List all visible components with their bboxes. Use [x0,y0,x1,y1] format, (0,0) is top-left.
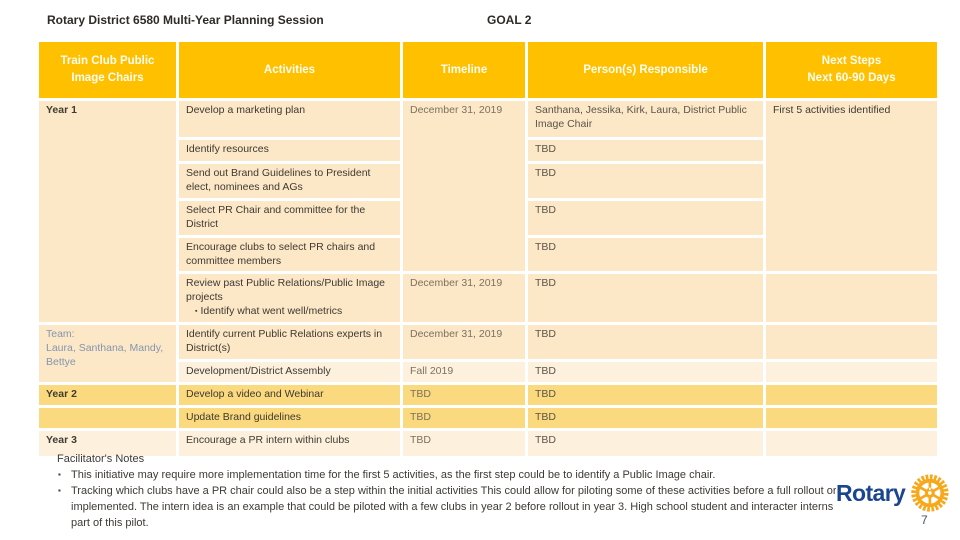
table-header-row: Train Club Public Image Chairs Activitie… [39,42,937,98]
activity-sub-text: Identify what went well/metrics [200,305,343,318]
facilitator-notes: Facilitator's Notes This initiative may … [57,451,907,531]
col-header-timeline: Timeline [403,42,525,98]
cell-team: Team: Laura, Santhana, Mandy, Bettye [39,325,176,382]
cell-responsible: TBD [528,140,763,161]
table-row: Development/District Assembly Fall 2019 … [39,362,937,382]
bullet-square-icon: ▪ [195,308,198,316]
rotary-wordmark: Rotary [836,479,906,506]
table-row: Year 3 Encourage a PR intern within club… [39,430,937,456]
cell-activity: Send out Brand Guidelines to President e… [179,164,400,198]
planning-table: Train Club Public Image Chairs Activitie… [36,39,940,459]
cell-activity: Encourage a PR intern within clubs [179,430,400,456]
notes-bullet: Tracking which clubs have a PR chair cou… [57,483,907,531]
table-row: Select PR Chair and committee for the Di… [39,201,937,235]
cell-responsible: Santhana, Jessika, Kirk, Laura, District… [528,101,763,137]
cell-timeline: December 31, 2019 [403,274,525,323]
cell-next-steps [766,362,937,382]
cell-activity: Review past Public Relations/Public Imag… [179,274,400,323]
table-row: Team: Laura, Santhana, Mandy, Bettye Ide… [39,325,937,382]
cell-activity: Development/District Assembly [179,362,400,382]
page-number: 7 [921,513,928,527]
col-header-next-steps: Next Steps Next 60-90 Days [766,42,937,98]
cell-year-1: Year 1 [39,101,176,323]
table-row: Update Brand guidelines TBD TBD [39,407,937,428]
cell-responsible: TBD [528,164,763,198]
col-header-activities: Activities [179,42,400,98]
cell-next-steps [766,325,937,360]
cell-responsible: TBD [528,237,763,272]
cell-activity: Develop a marketing plan [179,101,400,137]
cell-timeline: December 31, 2019 [403,101,525,272]
cell-next-steps [766,430,937,456]
cell-activity: Identify current Public Relations expert… [179,325,400,360]
col-header-train-club-public-image-chairs: Train Club Public Image Chairs [39,42,176,98]
cell-next-steps [766,407,937,428]
cell-timeline: TBD [403,430,525,456]
cell-activity: Select PR Chair and committee for the Di… [179,201,400,235]
cell-responsible: TBD [528,430,763,456]
cell-responsible: TBD [528,407,763,428]
cell-next-steps: First 5 activities identified [766,101,937,272]
cell-responsible: TBD [528,274,763,323]
cell-next-steps [766,274,937,323]
notes-bullet: This initiative may require more impleme… [57,467,907,483]
cell-activity: Update Brand guidelines [179,407,400,428]
cell-activity: Identify resources [179,140,400,161]
cell-year-2: Year 2 [39,384,176,405]
cell-year-blank [39,407,176,428]
table-row: Encourage clubs to select PR chairs and … [39,237,937,272]
cell-timeline: TBD [403,384,525,405]
col-header-persons-responsible: Person(s) Responsible [528,42,763,98]
cell-year-3: Year 3 [39,430,176,456]
cell-responsible: TBD [528,201,763,235]
cell-responsible: TBD [528,384,763,405]
notes-list: This initiative may require more impleme… [57,467,907,531]
cell-timeline: Fall 2019 [403,362,525,382]
cell-responsible: TBD [528,325,763,360]
cell-next-steps [766,384,937,405]
rotary-wheel-icon [911,474,949,512]
activity-text: Review past Public Relations/Public Imag… [186,277,386,304]
cell-responsible: TBD [528,362,763,382]
cell-activity: Encourage clubs to select PR chairs and … [179,237,400,272]
activity-sub-bullet: ▪ Identify what went well/metrics [186,305,393,319]
notes-heading: Facilitator's Notes [57,453,145,465]
slide-title: Rotary District 6580 Multi-Year Planning… [47,13,324,27]
cell-timeline: December 31, 2019 [403,325,525,360]
table-row: Year 2 Develop a video and Webinar TBD T… [39,384,937,405]
table-row: Send out Brand Guidelines to President e… [39,164,937,198]
table-row: Identify resources TBD [39,140,937,161]
rotary-logo: Rotary [836,472,960,514]
goal-label: GOAL 2 [487,13,532,27]
table-row: Review past Public Relations/Public Imag… [39,274,937,323]
cell-timeline: TBD [403,407,525,428]
cell-activity: Develop a video and Webinar [179,384,400,405]
table-row: Year 1 Develop a marketing plan December… [39,101,937,323]
